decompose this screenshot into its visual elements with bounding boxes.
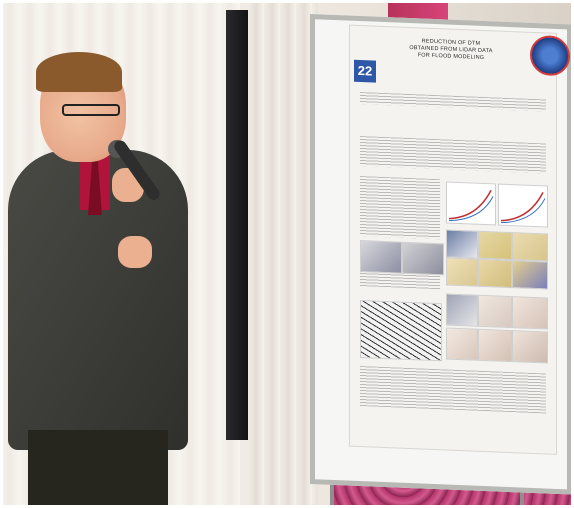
poster-number: 22 [354,60,376,83]
poster-image-11 [512,296,548,329]
poster-image-2 [402,242,444,276]
poster-image-1 [360,240,402,274]
middle-curtain [248,0,318,508]
poster-image-12 [446,327,478,360]
poster-image-4 [478,231,512,260]
poster-image-7 [478,259,512,288]
poster-image-8 [512,260,548,289]
poster-image-3 [446,229,478,258]
poster-abstract-block [360,136,546,173]
presenter-left-hand [118,236,152,268]
poster-image-10 [478,295,512,328]
presenter-trousers [28,430,168,508]
poster-chart-1 [446,181,496,225]
poster-image-5 [512,232,548,261]
poster-chart-2 [498,184,548,228]
poster-image-9 [446,293,478,326]
scientific-poster: 22 REDUCTION OF DTM OBTAINED FROM LIDAR … [349,25,557,455]
poster-title: REDUCTION OF DTM OBTAINED FROM LIDAR DAT… [386,37,516,63]
poster-board: 22 REDUCTION OF DTM OBTAINED FROM LIDAR … [310,14,572,495]
poster-image-13 [478,329,512,362]
poster-map-image [360,300,442,361]
poster-text-block-left [360,176,440,239]
poster-authors-block [360,92,546,111]
presenter-hair [36,52,122,92]
presenter-glasses [62,104,120,116]
poster-image-6 [446,257,478,286]
dark-door-frame [226,10,248,440]
poster-image-14 [512,330,548,363]
conference-logo [530,35,570,77]
poster-bottom-block [360,366,546,413]
